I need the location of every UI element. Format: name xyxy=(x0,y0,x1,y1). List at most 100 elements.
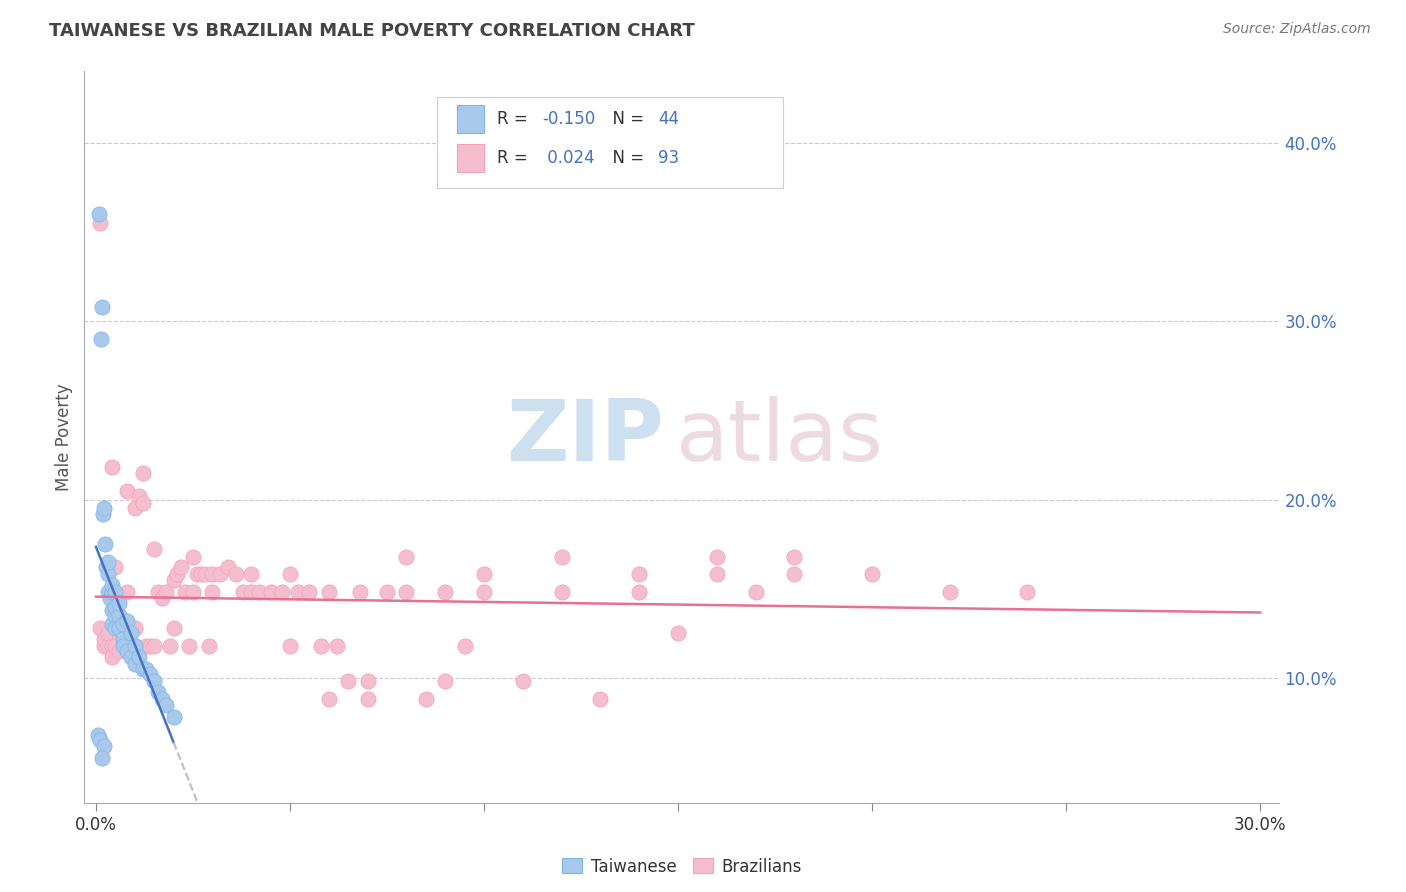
Text: atlas: atlas xyxy=(676,395,884,479)
Point xyxy=(278,567,301,582)
Point xyxy=(135,639,157,653)
Point xyxy=(240,585,263,599)
Point xyxy=(100,617,122,632)
Point xyxy=(112,639,135,653)
Point xyxy=(115,639,138,653)
Point xyxy=(108,626,131,640)
Point xyxy=(162,621,184,635)
Point xyxy=(706,567,728,582)
Text: N =: N = xyxy=(602,110,650,128)
Point xyxy=(259,585,281,599)
Point xyxy=(159,639,181,653)
Point xyxy=(271,585,294,599)
Point xyxy=(131,662,153,676)
Point xyxy=(181,585,204,599)
Point xyxy=(194,567,217,582)
Point xyxy=(128,489,150,503)
Point xyxy=(115,585,138,599)
Point xyxy=(124,501,146,516)
Point xyxy=(190,567,212,582)
Point xyxy=(115,614,138,628)
Point xyxy=(247,585,270,599)
Point xyxy=(108,608,131,623)
Point xyxy=(112,621,135,635)
Point xyxy=(93,639,115,653)
Point xyxy=(356,674,378,689)
Point xyxy=(217,560,239,574)
Point xyxy=(143,639,166,653)
Point xyxy=(131,496,153,510)
Point xyxy=(97,639,120,653)
Point xyxy=(325,639,347,653)
Point xyxy=(104,585,127,599)
Point xyxy=(135,662,157,676)
Point xyxy=(97,567,120,582)
Point xyxy=(108,596,131,610)
Point xyxy=(162,573,184,587)
FancyBboxPatch shape xyxy=(457,104,484,133)
Text: ZIP: ZIP xyxy=(506,395,664,479)
Point xyxy=(225,567,247,582)
Point xyxy=(434,585,457,599)
Point xyxy=(146,685,169,699)
Point xyxy=(472,585,495,599)
Point xyxy=(104,599,127,614)
Point xyxy=(104,621,127,635)
Point xyxy=(938,585,960,599)
Point xyxy=(550,549,572,564)
Point xyxy=(115,644,138,658)
Point xyxy=(174,585,197,599)
Point xyxy=(104,639,127,653)
Point xyxy=(181,549,204,564)
Point xyxy=(90,300,112,314)
Point xyxy=(97,626,120,640)
Point xyxy=(415,692,437,706)
Point xyxy=(395,549,418,564)
Text: Source: ZipAtlas.com: Source: ZipAtlas.com xyxy=(1223,22,1371,37)
Text: R =: R = xyxy=(496,110,533,128)
Point xyxy=(1017,585,1039,599)
Point xyxy=(150,692,173,706)
Point xyxy=(91,507,114,521)
FancyBboxPatch shape xyxy=(457,145,484,172)
Point xyxy=(309,639,332,653)
Point xyxy=(472,567,495,582)
Point xyxy=(278,639,301,653)
Point xyxy=(143,674,166,689)
Point xyxy=(155,698,177,712)
Point xyxy=(201,585,224,599)
Point xyxy=(128,649,150,664)
Point xyxy=(860,567,883,582)
Point xyxy=(100,639,122,653)
Point xyxy=(179,639,201,653)
Point xyxy=(108,621,131,635)
Text: 44: 44 xyxy=(658,110,679,128)
Point xyxy=(100,603,122,617)
Point xyxy=(100,460,122,475)
Point xyxy=(453,639,475,653)
Point xyxy=(666,626,689,640)
Point xyxy=(434,674,457,689)
Point xyxy=(112,632,135,646)
Point xyxy=(628,585,651,599)
Point xyxy=(209,567,232,582)
Point xyxy=(240,567,263,582)
Point xyxy=(131,466,153,480)
Point xyxy=(100,585,122,599)
Point xyxy=(783,567,806,582)
Point xyxy=(162,710,184,724)
Point xyxy=(628,567,651,582)
Point xyxy=(89,733,111,747)
Point xyxy=(93,537,115,551)
Point xyxy=(298,585,321,599)
Point xyxy=(112,617,135,632)
Point xyxy=(337,674,360,689)
Text: TAIWANESE VS BRAZILIAN MALE POVERTY CORRELATION CHART: TAIWANESE VS BRAZILIAN MALE POVERTY CORR… xyxy=(49,22,695,40)
Point xyxy=(143,542,166,557)
Point xyxy=(356,692,378,706)
Point xyxy=(375,585,398,599)
Point xyxy=(395,585,418,599)
Point xyxy=(112,626,135,640)
Text: 93: 93 xyxy=(658,149,679,167)
Point xyxy=(124,639,146,653)
